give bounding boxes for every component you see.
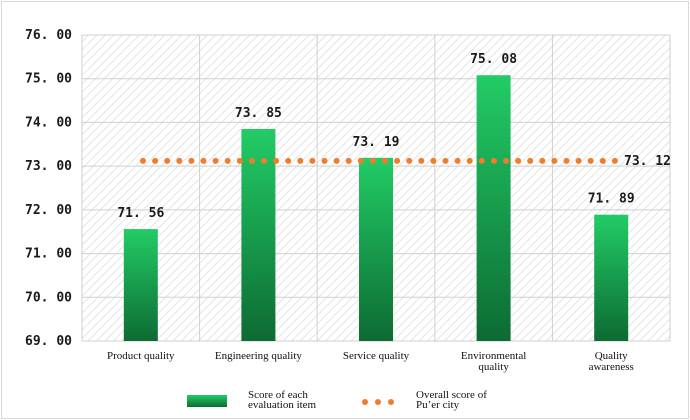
overall-score-dot	[273, 157, 280, 164]
overall-score-line: 73. 12	[140, 154, 671, 169]
y-tick-label: 76. 00	[25, 28, 72, 43]
bar	[123, 229, 158, 341]
x-tick-label: Service quality	[343, 350, 410, 362]
x-tick-label-line: Service quality	[343, 350, 410, 362]
legend: Score of each evaluation item Overall scor…	[187, 389, 487, 411]
overall-score-dot	[466, 157, 473, 164]
bar-value-label: 73. 19	[353, 135, 400, 150]
x-tick-label-line: Product quality	[107, 350, 175, 362]
y-tick-label: 70. 00	[25, 290, 72, 305]
bar	[359, 157, 393, 341]
overall-score-dot	[236, 157, 243, 164]
bar-value-label: 73. 85	[235, 106, 282, 121]
x-tick-label-line: quality	[478, 361, 509, 373]
overall-score-dot	[369, 157, 376, 164]
y-tick-label: 69. 00	[25, 334, 72, 349]
x-tick-label-line: Engineering quality	[215, 350, 303, 362]
overall-score-dot	[539, 157, 546, 164]
overall-score-dot	[587, 157, 594, 164]
legend-dot-swatch	[388, 399, 394, 405]
x-tick-label-line: awareness	[589, 361, 634, 373]
overall-score-dot	[212, 157, 219, 164]
overall-score-label: 73. 12	[624, 154, 671, 169]
y-tick-label: 74. 00	[25, 115, 72, 130]
y-tick-label: 75. 00	[25, 72, 72, 87]
overall-score-dot	[261, 157, 267, 164]
legend-label-line-series: Overall score of Pu’er city	[416, 389, 487, 411]
overall-score-dot	[176, 157, 183, 164]
overall-score-dot	[430, 157, 437, 164]
legend-label-line: Score of each	[248, 389, 308, 401]
x-tick-label: Engineering quality	[215, 350, 303, 362]
legend-label-bars: Score of each evaluation item	[248, 389, 317, 411]
overall-score-dot	[321, 157, 328, 164]
x-tick-label: Quality awareness	[589, 350, 634, 373]
legend-label-line: Pu’er city	[416, 399, 460, 411]
overall-score-dot	[357, 157, 364, 164]
overall-score-dot	[285, 157, 292, 164]
legend-dot-swatch	[375, 399, 381, 405]
overall-score-dot	[248, 157, 255, 164]
overall-score-dot	[515, 157, 522, 164]
x-tick-label-line: Quality	[595, 350, 628, 362]
y-axis: 69. 00 70. 00 71. 00 72. 00 73. 00 74. 00 75. …	[25, 28, 72, 349]
overall-score-dot	[490, 157, 497, 164]
legend-label-line: Overall score of	[416, 389, 487, 401]
overall-score-dot	[345, 157, 352, 164]
overall-score-dot	[224, 157, 231, 164]
overall-score-dot	[188, 157, 195, 164]
bar-series	[123, 75, 629, 342]
bar	[594, 214, 629, 341]
legend-label-line: evaluation item	[248, 399, 317, 411]
legend-bar-swatch	[187, 395, 227, 407]
overall-score-dot	[333, 157, 340, 164]
y-tick-label: 72. 00	[25, 203, 72, 218]
bar-value-label: 75. 08	[470, 52, 517, 67]
x-tick-label-line: Environmental	[461, 350, 526, 362]
x-tick-label: Environmental quality	[461, 350, 526, 373]
overall-score-dot	[527, 157, 534, 164]
x-axis: Product quality Engineering quality Servic…	[107, 350, 634, 373]
data-labels: 71. 56 73. 85 73. 19 75. 08 71. 89	[117, 52, 634, 221]
y-tick-label: 71. 00	[25, 247, 72, 262]
legend-dot-swatch	[362, 399, 368, 405]
overall-score-dot	[454, 157, 461, 164]
overall-score-dot	[382, 157, 388, 164]
overall-score-dot	[152, 157, 159, 164]
overall-score-dot	[418, 157, 425, 164]
overall-score-dot	[575, 157, 582, 164]
y-tick-label: 73. 00	[25, 159, 72, 174]
overall-score-dot	[200, 157, 207, 164]
overall-score-dot	[406, 157, 413, 164]
overall-score-dot	[442, 157, 449, 164]
bar	[241, 128, 276, 341]
overall-score-dot	[164, 157, 171, 164]
overall-score-dot	[551, 157, 558, 164]
x-tick-label: Product quality	[107, 350, 175, 362]
bar	[476, 75, 511, 342]
bar-value-label: 71. 89	[588, 192, 635, 207]
overall-score-dot	[394, 157, 401, 164]
overall-score-dot	[140, 157, 146, 164]
overall-score-dot	[611, 157, 618, 164]
overall-score-dot	[503, 157, 509, 164]
overall-score-dot	[478, 157, 485, 164]
overall-score-dot	[599, 157, 606, 164]
overall-score-dot	[297, 157, 304, 164]
overall-score-dot	[563, 157, 570, 164]
bar-value-label: 71. 56	[117, 206, 164, 221]
overall-score-dot	[309, 157, 316, 164]
